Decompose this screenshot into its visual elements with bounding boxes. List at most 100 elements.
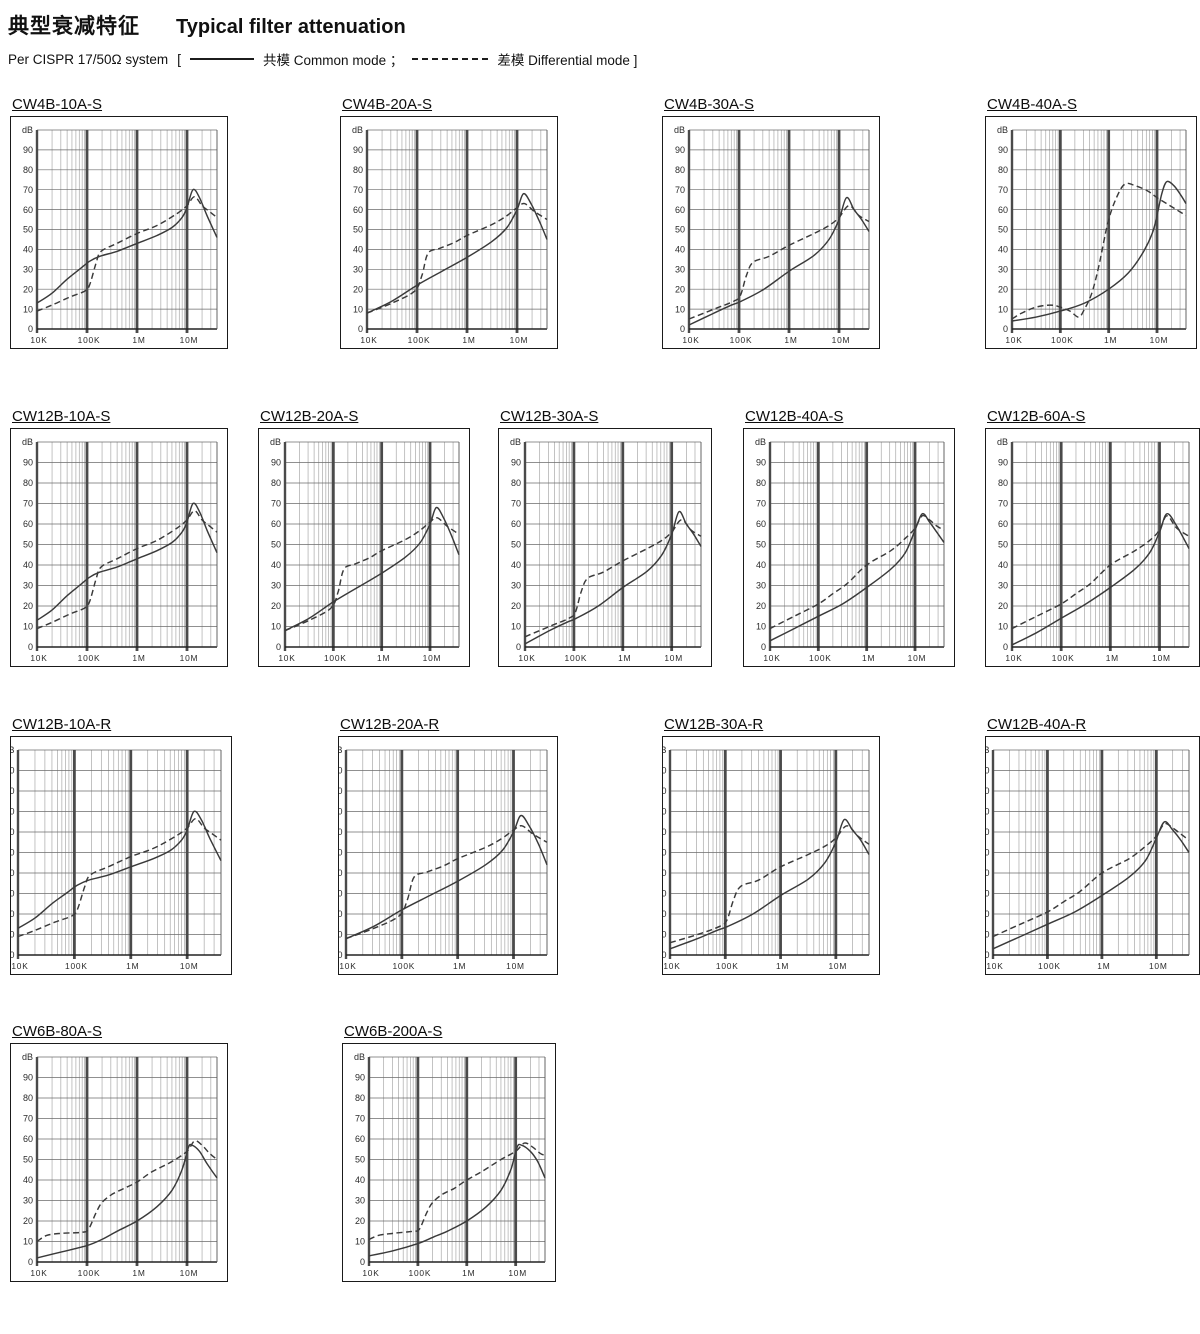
svg-text:10K: 10K [518,653,535,663]
svg-text:40: 40 [23,245,33,255]
legend-row: Per CISPR 17/50Ω system [ 共模 Common mode… [8,49,637,69]
common-mode-line-sample [190,58,255,60]
svg-text:60: 60 [353,205,363,215]
svg-text:40: 40 [271,560,281,570]
common-mode-curve [524,510,702,645]
svg-text:dB: dB [986,745,990,755]
svg-text:40: 40 [11,868,15,878]
common-mode-curve [345,814,548,940]
svg-text:100K: 100K [78,335,101,345]
svg-text:20: 20 [23,1216,33,1226]
grid [1010,129,1187,333]
common-mode-curve [17,810,222,929]
svg-text:70: 70 [756,499,766,509]
svg-text:20: 20 [353,284,363,294]
svg-text:0: 0 [663,950,667,960]
svg-text:dB: dB [674,125,685,135]
svg-text:30: 30 [355,1196,365,1206]
svg-text:100K: 100K [408,335,431,345]
page-title-en: Typical filter attenuation [176,16,406,38]
svg-text:10K: 10K [763,653,780,663]
svg-text:40: 40 [998,245,1008,255]
differential-mode-curve [36,1140,218,1243]
svg-text:80: 80 [355,1093,365,1103]
svg-text:80: 80 [23,1093,33,1103]
svg-text:50: 50 [355,1155,365,1165]
svg-text:40: 40 [998,560,1008,570]
chart-cw12b-20a-s: CW12B-20A-S dB 90 80 70 60 50 40 30 20 10 0 10K 100K 1… [258,408,470,667]
chart-cw4b-10a-s: CW4B-10A-S dB 90 80 70 60 50 40 30 20 10 0 10K 100K 1M… [10,96,228,349]
grid [35,441,218,651]
svg-text:100K: 100K [565,653,588,663]
svg-text:30: 30 [353,265,363,275]
svg-text:10K: 10K [30,653,47,663]
svg-text:50: 50 [23,1155,33,1165]
svg-text:70: 70 [23,185,33,195]
svg-text:70: 70 [663,807,667,817]
svg-text:60: 60 [23,205,33,215]
differential-mode-curve [524,519,702,638]
svg-text:50: 50 [271,540,281,550]
svg-text:30: 30 [23,581,33,591]
differential-mode-curve [992,822,1190,938]
svg-text:10: 10 [23,622,33,632]
svg-text:10M: 10M [832,335,851,345]
svg-text:0: 0 [358,324,363,334]
chart-title: CW12B-40A-R [987,716,1087,733]
svg-text:1M: 1M [132,335,145,345]
svg-text:10K: 10K [360,335,377,345]
chart-cw12b-10a-s: CW12B-10A-S dB 90 80 70 60 50 40 30 20 10 0 10K 100K 1… [10,408,228,667]
differential-mode-curve [1011,515,1190,630]
svg-text:10K: 10K [278,653,295,663]
svg-text:90: 90 [756,458,766,468]
svg-text:1M: 1M [132,1268,145,1278]
svg-text:90: 90 [663,766,667,776]
svg-text:10: 10 [271,622,281,632]
svg-text:70: 70 [355,1114,365,1124]
grid [991,749,1190,959]
grid [344,749,548,959]
svg-text:80: 80 [511,478,521,488]
chart-title: CW12B-10A-S [12,408,111,425]
chart-title: CW4B-10A-S [12,96,103,113]
svg-text:60: 60 [986,827,990,837]
svg-text:1M: 1M [776,961,789,971]
svg-text:10M: 10M [510,335,529,345]
svg-text:100K: 100K [409,1268,432,1278]
differential-mode-curve [36,509,218,630]
svg-text:0: 0 [1003,324,1008,334]
svg-text:0: 0 [28,642,33,652]
common-mode-curve [1011,513,1190,646]
legend-common-label: 共模 Common mode ； [263,53,404,68]
svg-text:30: 30 [998,265,1008,275]
svg-text:80: 80 [663,786,667,796]
svg-text:50: 50 [986,848,990,858]
svg-text:50: 50 [998,225,1008,235]
svg-text:80: 80 [339,786,343,796]
svg-text:70: 70 [23,1114,33,1124]
svg-text:0: 0 [360,1257,365,1267]
svg-text:70: 70 [675,185,685,195]
common-mode-curve [769,512,945,642]
svg-text:100K: 100K [809,653,832,663]
svg-text:0: 0 [28,1257,33,1267]
svg-text:dB: dB [339,745,343,755]
